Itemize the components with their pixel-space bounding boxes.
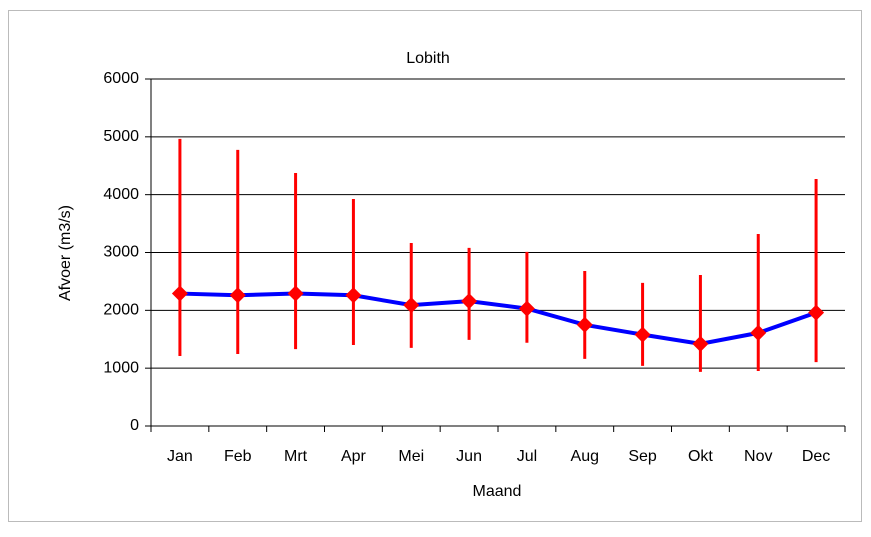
marker [461, 293, 478, 310]
marker [750, 324, 767, 341]
x-tick-label: Okt [688, 448, 713, 465]
y-tick-label: 0 [130, 417, 139, 434]
marker [171, 285, 188, 302]
marker [576, 316, 593, 333]
marker [634, 326, 651, 343]
marker [287, 285, 304, 302]
x-tick-label: Dec [802, 448, 830, 465]
marker [345, 287, 362, 304]
x-tick-label: Mei [398, 448, 424, 465]
x-tick-label: Nov [744, 448, 772, 465]
marker [692, 335, 709, 352]
marker [229, 287, 246, 304]
x-tick-label: Apr [341, 448, 367, 465]
marker [808, 304, 825, 321]
y-tick-label: 2000 [103, 302, 139, 319]
marker [518, 300, 535, 317]
x-tick-label: Jun [456, 448, 482, 465]
x-tick-label: Mrt [284, 448, 308, 465]
y-tick-label: 1000 [103, 359, 139, 376]
x-tick-label: Jan [167, 448, 193, 465]
y-tick-label: 4000 [103, 186, 139, 203]
y-tick-label: 5000 [103, 128, 139, 145]
y-tick-label: 3000 [103, 244, 139, 261]
marker [403, 297, 420, 314]
y-axis-label: Afvoer (m3/s) [57, 205, 74, 301]
x-tick-label: Sep [628, 448, 657, 465]
chart-title: Lobith [406, 50, 450, 67]
line [179, 291, 817, 346]
x-tick-label: Feb [224, 448, 252, 465]
x-axis-label: Maand [473, 483, 522, 500]
x-tick-label: Jul [517, 448, 537, 465]
x-tick-label: Aug [571, 448, 599, 465]
y-tick-label: 6000 [103, 70, 139, 87]
